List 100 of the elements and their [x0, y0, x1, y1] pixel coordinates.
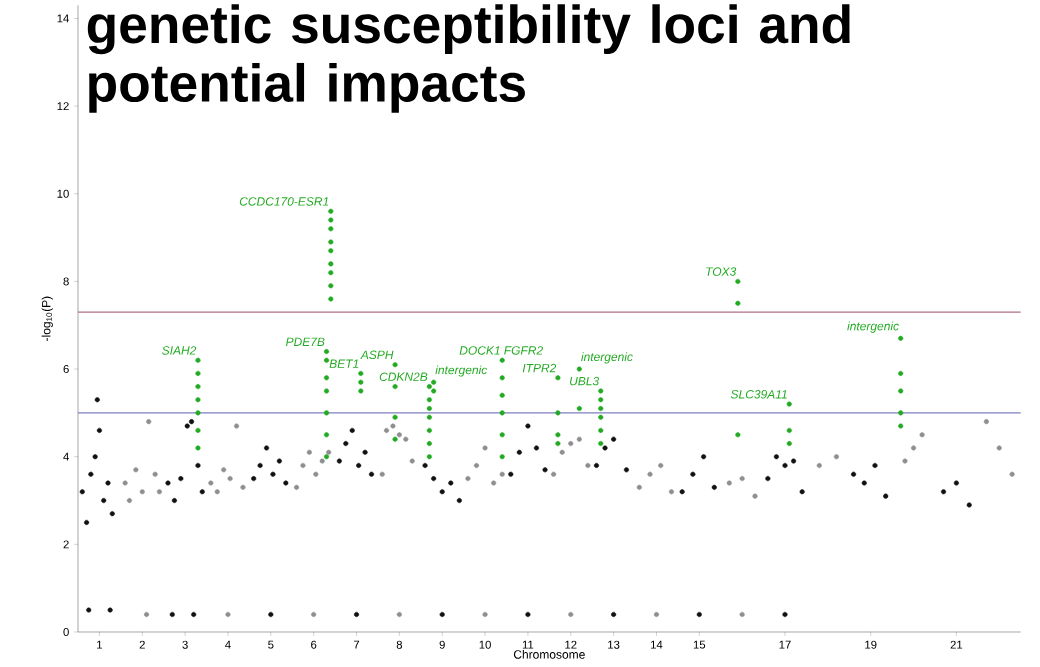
- point: [396, 432, 402, 438]
- point: [326, 449, 332, 456]
- y-tick-label: 2: [63, 540, 69, 549]
- x-tick-label: 14: [651, 640, 663, 649]
- y-tick-label: 8: [63, 277, 69, 286]
- point: [227, 476, 233, 482]
- point: [911, 445, 917, 451]
- point: [300, 463, 306, 469]
- point: [585, 463, 591, 469]
- point: [499, 471, 505, 477]
- point: [311, 612, 317, 618]
- point: [396, 612, 402, 618]
- annotation: BET1: [329, 359, 359, 369]
- y-tick-label: 12: [57, 102, 69, 111]
- x-tick-label: 15: [693, 640, 706, 649]
- point: [1009, 471, 1015, 477]
- point: [559, 449, 565, 456]
- chart-title: genetic susceptibility loci and potential impacts: [87, 4, 850, 113]
- point: [409, 458, 415, 464]
- point: [658, 463, 664, 469]
- x-tick-label: 8: [396, 640, 403, 649]
- point: [240, 485, 246, 491]
- point: [752, 493, 758, 499]
- x-axis-title: Chromosome: [513, 650, 585, 659]
- point: [739, 476, 745, 482]
- y-tick-label: 6: [63, 365, 69, 374]
- point: [816, 463, 822, 469]
- point: [306, 449, 312, 456]
- x-tick-label: 17: [779, 640, 791, 649]
- point: [996, 445, 1002, 451]
- point: [568, 441, 574, 447]
- annotation: CDKN2B: [379, 372, 428, 382]
- point: [144, 612, 150, 618]
- y-tick-label: 14: [57, 14, 69, 23]
- x-tick-label: 12: [565, 640, 577, 649]
- point: [208, 480, 214, 486]
- x-tick-label: 21: [950, 640, 963, 649]
- y-axis-title: -log$_{10}$(P): [41, 296, 53, 342]
- point: [390, 423, 396, 429]
- y-tick-label: 0: [63, 628, 69, 637]
- point: [576, 436, 582, 442]
- y-tick-label: 4: [63, 452, 69, 461]
- point: [313, 471, 319, 477]
- x-tick-label: 10: [479, 640, 491, 649]
- x-tick-label: 13: [608, 640, 620, 649]
- point: [491, 480, 497, 486]
- annotation: ASPH: [360, 350, 394, 360]
- point: [152, 471, 158, 477]
- point: [833, 454, 839, 460]
- point: [146, 419, 152, 425]
- point: [482, 445, 488, 451]
- point: [726, 480, 732, 486]
- point: [133, 467, 139, 473]
- point: [739, 612, 745, 618]
- x-tick-label: 3: [182, 640, 188, 649]
- x-tick-label: 2: [139, 640, 145, 649]
- point: [221, 467, 227, 473]
- point: [225, 612, 231, 618]
- point: [139, 489, 145, 495]
- x-tick-label: 1: [97, 640, 103, 649]
- point: [234, 423, 240, 429]
- annotation: SLC39A11: [730, 390, 787, 399]
- x-tick-label: 7: [353, 640, 360, 649]
- annotation: TOX3: [706, 267, 737, 276]
- point: [902, 458, 908, 464]
- point: [568, 612, 574, 618]
- point: [319, 458, 325, 464]
- x-tick-label: 19: [865, 640, 877, 649]
- point: [919, 432, 925, 438]
- point: [379, 471, 385, 477]
- annotation: intergenic: [435, 365, 488, 377]
- point: [122, 480, 128, 486]
- x-tick-label: 4: [225, 640, 231, 649]
- y-tick-label: 10: [57, 189, 69, 198]
- point: [636, 485, 642, 491]
- annotation: SIAH2: [162, 346, 197, 355]
- x-tick-label: 5: [268, 640, 274, 649]
- point: [653, 612, 659, 618]
- annotation: CCDC170-ESR1: [239, 197, 329, 206]
- point: [214, 489, 220, 495]
- point: [473, 463, 480, 469]
- point: [403, 436, 409, 442]
- point: [482, 612, 488, 618]
- point: [668, 489, 674, 495]
- x-tick-label: 11: [522, 640, 534, 649]
- point: [551, 471, 557, 477]
- point: [465, 476, 471, 482]
- point: [126, 498, 132, 504]
- x-tick-label: 6: [311, 640, 317, 649]
- annotation: PDE7B: [285, 337, 325, 347]
- x-tick-label: 9: [439, 640, 445, 649]
- point: [156, 489, 162, 495]
- annotation: DOCK1: [459, 346, 500, 355]
- point: [647, 471, 653, 477]
- annotation: UBL3: [570, 377, 600, 386]
- point: [383, 428, 390, 434]
- point: [293, 485, 300, 491]
- annotation: ITPR2: [522, 364, 557, 373]
- annotation: intergenic: [847, 321, 899, 333]
- point: [983, 419, 989, 425]
